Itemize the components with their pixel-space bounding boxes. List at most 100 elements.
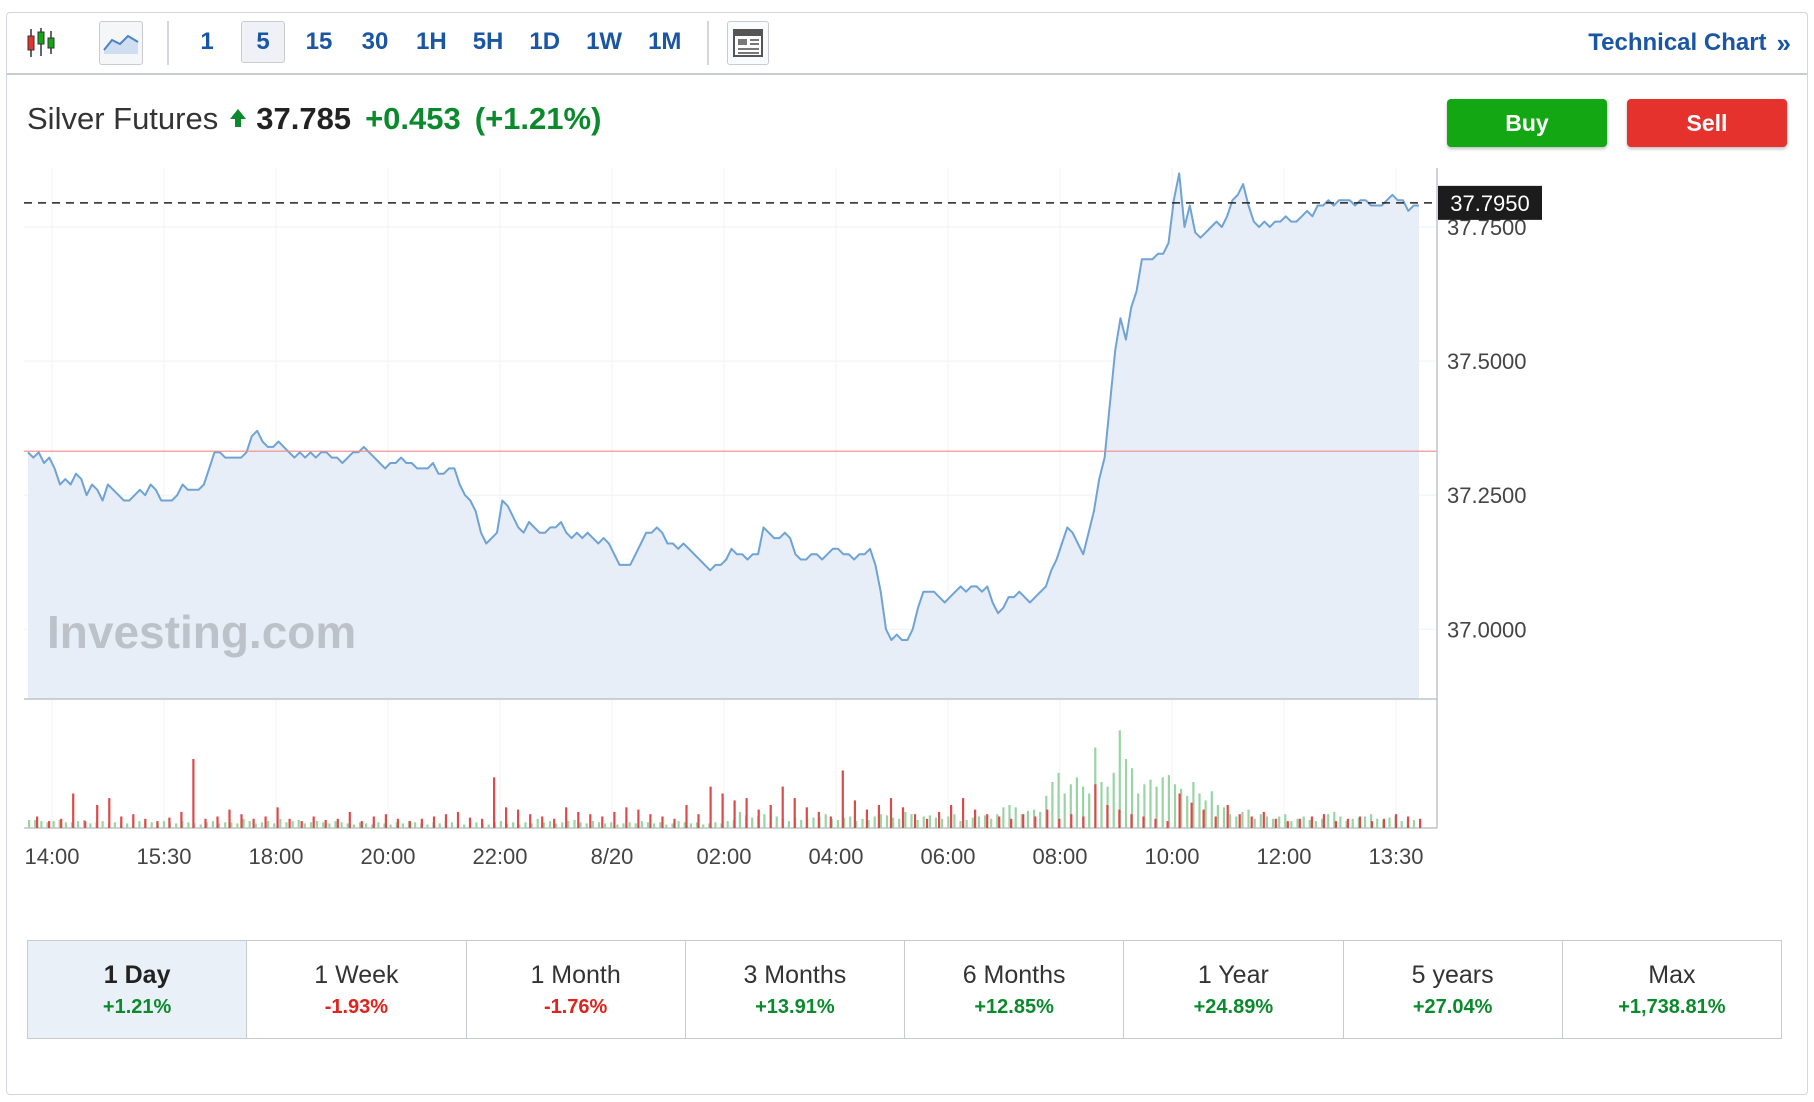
volume-bar-down bbox=[360, 821, 363, 828]
volume-bar-up bbox=[524, 822, 527, 829]
volume-bar-up bbox=[1155, 786, 1158, 828]
volume-bar-up bbox=[1033, 809, 1036, 828]
volume-bar-down bbox=[1226, 805, 1229, 828]
volume-bar-up bbox=[1235, 816, 1238, 828]
layout-icon[interactable] bbox=[727, 21, 769, 65]
period-tab-3-months[interactable]: 3 Months +13.91% bbox=[686, 941, 905, 1038]
volume-bar-up bbox=[683, 822, 686, 829]
volume-bar-up bbox=[1400, 821, 1403, 828]
volume-bar-down bbox=[601, 816, 604, 828]
volume-bar-up bbox=[640, 821, 643, 828]
volume-bar-up bbox=[1259, 814, 1262, 828]
volume-bar-up bbox=[1100, 782, 1103, 828]
period-selector: 1 Day +1.21% 1 Week -1.93% 1 Month -1.76% 3 Mo… bbox=[27, 940, 1782, 1039]
area-chart-icon[interactable] bbox=[99, 21, 143, 65]
volume-bar-up bbox=[977, 816, 980, 828]
period-tab-max[interactable]: Max +1,738.81% bbox=[1563, 941, 1781, 1038]
volume-bar-down bbox=[925, 818, 929, 828]
interval-button-1m[interactable]: 1M bbox=[648, 28, 682, 55]
interval-button-5[interactable]: 5 bbox=[241, 21, 285, 63]
volume-bar-down bbox=[108, 798, 111, 828]
interval-button-30[interactable]: 30 bbox=[361, 28, 389, 55]
double-chevron-right-icon: » bbox=[1776, 27, 1791, 58]
volume-bar-down bbox=[1034, 816, 1037, 828]
volume-bar-up bbox=[224, 822, 227, 829]
interval-button-1d[interactable]: 1D bbox=[529, 28, 561, 55]
period-tab-1-week[interactable]: 1 Week -1.93% bbox=[247, 941, 467, 1038]
volume-bar-up bbox=[358, 822, 362, 829]
volume-bar-up bbox=[591, 821, 594, 828]
volume-bar-down bbox=[1310, 816, 1313, 828]
y-tick-label: 37.5000 bbox=[1447, 349, 1527, 374]
volume-bar-up bbox=[873, 816, 876, 828]
x-tick-label: 8/20 bbox=[591, 844, 634, 869]
volume-bar-down bbox=[1214, 816, 1217, 828]
volume-bar-up bbox=[702, 824, 705, 828]
volume-bar-up bbox=[1327, 814, 1330, 828]
volume-bar-up bbox=[536, 818, 539, 828]
current-price-label: 37.7950 bbox=[1450, 191, 1530, 216]
period-tab-1-day[interactable]: 1 Day +1.21% bbox=[28, 941, 248, 1038]
volume-bar-up bbox=[1302, 816, 1305, 828]
period-tab-1-year[interactable]: 1 Year +24.89% bbox=[1124, 941, 1344, 1038]
volume-bar-down bbox=[1058, 818, 1061, 828]
toolbar-divider bbox=[707, 21, 709, 65]
x-tick-label: 06:00 bbox=[920, 844, 975, 869]
volume-bar-up bbox=[1284, 814, 1287, 828]
volume-bar-down bbox=[180, 811, 183, 828]
toolbar-divider bbox=[167, 21, 169, 65]
volume-bar-down bbox=[577, 811, 580, 828]
price-chart[interactable]: 37.000037.250037.500037.750037.795014:00… bbox=[7, 13, 1807, 913]
candlestick-icon[interactable] bbox=[19, 21, 63, 65]
volume-bar-down bbox=[1154, 818, 1157, 828]
interval-button-1w[interactable]: 1W bbox=[586, 28, 623, 55]
volume-bar-up bbox=[555, 823, 558, 828]
volume-bar-down bbox=[1382, 818, 1386, 828]
volume-bar-up bbox=[52, 821, 55, 828]
volume-bar-up bbox=[677, 821, 680, 828]
volume-bar-down bbox=[817, 811, 820, 828]
interval-button-5h[interactable]: 5H bbox=[472, 28, 504, 55]
volume-bar-up bbox=[634, 823, 637, 828]
volume-bar-down bbox=[72, 793, 75, 828]
volume-bar-down bbox=[805, 807, 808, 828]
volume-bar-up bbox=[1210, 791, 1213, 828]
buy-button[interactable]: Buy bbox=[1447, 99, 1607, 147]
interval-button-15[interactable]: 15 bbox=[305, 28, 333, 55]
volume-bar-up bbox=[1014, 807, 1017, 828]
sell-button[interactable]: Sell bbox=[1627, 99, 1787, 147]
volume-bar-up bbox=[916, 820, 919, 828]
volume-bar-up bbox=[1388, 817, 1391, 828]
volume-bar-up bbox=[101, 821, 104, 828]
volume-bar-down bbox=[204, 818, 207, 828]
interval-button-1h[interactable]: 1H bbox=[416, 28, 447, 55]
volume-bar-down bbox=[1082, 816, 1085, 828]
volume-bar-down bbox=[420, 818, 423, 828]
volume-bar-down bbox=[48, 821, 51, 828]
volume-bar-down bbox=[216, 816, 219, 828]
volume-bar-up bbox=[205, 822, 208, 829]
volume-bar-down bbox=[637, 809, 640, 828]
period-tab-6-months[interactable]: 6 Months +12.85% bbox=[905, 941, 1125, 1038]
volume-bar-down bbox=[1238, 814, 1241, 828]
interval-button-1[interactable]: 1 bbox=[200, 28, 214, 55]
volume-bar-down bbox=[517, 809, 520, 828]
volume-bar-up bbox=[1143, 784, 1146, 828]
volume-bar-up bbox=[1351, 818, 1354, 828]
volume-bar-down bbox=[493, 777, 496, 828]
volume-bar-up bbox=[892, 817, 895, 828]
volume-bar-up bbox=[653, 823, 656, 828]
volume-bar-up bbox=[616, 824, 619, 828]
period-tab-5-years[interactable]: 5 years +27.04% bbox=[1344, 941, 1563, 1038]
volume-bar-up bbox=[512, 822, 515, 829]
technical-chart-link[interactable]: Technical Chart » bbox=[1588, 21, 1791, 65]
volume-bar-down bbox=[168, 817, 171, 828]
volume-bar-down bbox=[841, 770, 844, 828]
volume-bar-down bbox=[950, 805, 953, 828]
volume-bar-up bbox=[377, 822, 380, 829]
volume-bar-up bbox=[965, 820, 968, 828]
y-tick-label: 37.0000 bbox=[1447, 617, 1527, 642]
period-tab-1-month[interactable]: 1 Month -1.76% bbox=[467, 941, 686, 1038]
volume-bar-up bbox=[934, 817, 938, 828]
volume-bar-down bbox=[276, 807, 279, 828]
